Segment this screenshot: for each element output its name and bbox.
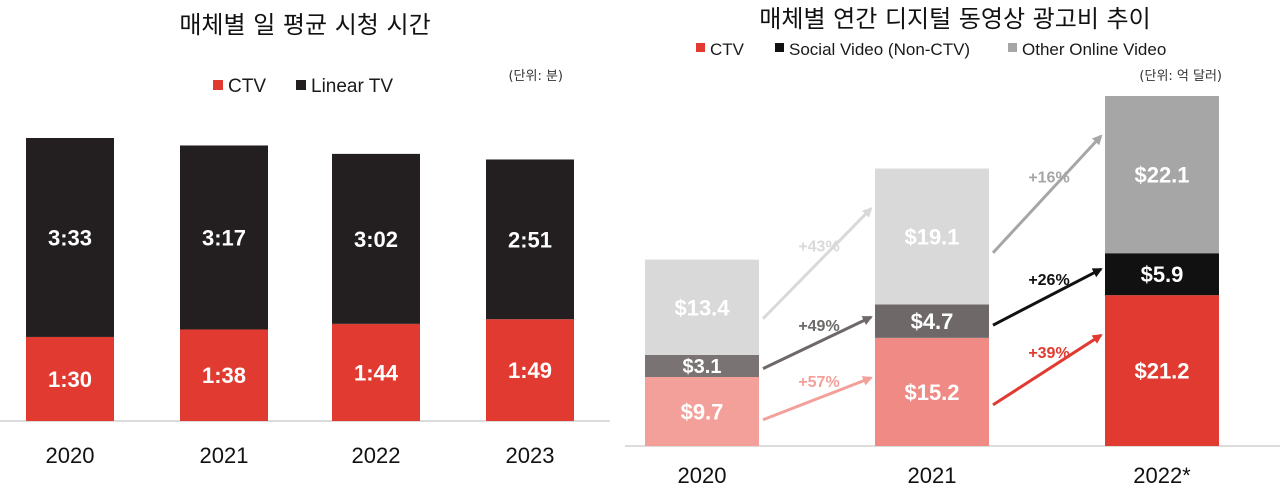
x-tick-2021: 2021 (908, 463, 957, 488)
x-tick-2021: 2021 (200, 443, 249, 468)
bar-label-ctv-2021: $15.2 (904, 380, 959, 405)
x-tick-2020: 2020 (46, 443, 95, 468)
left-bars: 1:30 3:33 1:38 3:17 1:44 3:02 1:49 2:51 (26, 138, 574, 421)
legend-label-other-online-video: Other Online Video (1022, 40, 1166, 59)
legend-label-social-video: Social Video (Non-CTV) (789, 40, 970, 59)
bar-label-ctv-2022: $21.2 (1134, 359, 1189, 384)
bar-linear-tv-2022 (332, 153, 420, 324)
right-chart-title: 매체별 연간 디지털 동영상 광고비 추이 (759, 5, 1150, 33)
growth-arrow-other-online-video-2022 (991, 134, 1103, 254)
growth-arrow-ctv-2022 (992, 333, 1103, 407)
growth-arrow-ctv-2021 (762, 376, 873, 422)
bar-label-linear-tv-2023: 2:51 (508, 227, 552, 252)
bar-label-social-video-non-ctv-2022: $5.9 (1141, 262, 1184, 287)
bar-ctv-2021 (180, 329, 268, 421)
growth-label-ctv-2021: +57% (798, 374, 839, 391)
legend-swatch-ctv-right (696, 43, 705, 52)
bar-social-video-non-ctv-2020 (645, 354, 759, 377)
right-bars: $9.7 $3.1 $13.4 $15.2 $4.7 $19.1 $21.2 $5.9 $22.… (645, 96, 1219, 446)
left-legend: CTV Linear TV (213, 76, 393, 97)
legend-label-ctv: CTV (228, 76, 266, 97)
bar-label-ctv-2020: $9.7 (681, 399, 724, 424)
left-category-labels: 2020 2021 2022 2023 (46, 443, 555, 468)
legend-label-ctv-right: CTV (710, 40, 745, 59)
growth-label-social-video-non-ctv-2022: +26% (1028, 272, 1069, 289)
legend-label-linear-tv: Linear TV (311, 76, 393, 97)
bar-social-video-non-ctv-2021 (875, 304, 989, 338)
bar-label-linear-tv-2021: 3:17 (202, 225, 246, 250)
bar-label-ctv-2022: 1:44 (354, 360, 399, 385)
bar-other-online-video-2021 (875, 168, 989, 305)
bar-label-social-video-non-ctv-2021: $4.7 (911, 309, 954, 334)
legend-swatch-linear-tv (296, 80, 306, 90)
x-tick-2020: 2020 (678, 463, 727, 488)
growth-arrow-social-video-non-ctv-2022 (992, 267, 1103, 327)
right-unit-label: (단위: 억 달러) (1139, 69, 1222, 84)
growth-arrow-social-video-non-ctv-2021 (762, 315, 873, 370)
left-unit-label: (단위: 분) (508, 69, 563, 84)
x-tick-2022: 2022* (1133, 463, 1191, 488)
bar-linear-tv-2020 (26, 138, 114, 337)
bar-ctv-2021 (875, 337, 989, 446)
bar-ctv-2020 (645, 376, 759, 446)
growth-label-other-online-video-2022: +16% (1028, 169, 1069, 186)
bar-label-other-online-video-2020: $13.4 (674, 295, 730, 320)
x-tick-2022: 2022 (352, 443, 401, 468)
bar-label-ctv-2021: 1:38 (202, 363, 246, 388)
bar-label-ctv-2023: 1:49 (508, 358, 552, 383)
bar-ctv-2022 (332, 323, 420, 421)
left-chart-title: 매체별 일 평균 시청 시간 (179, 11, 430, 39)
bar-ctv-2023 (486, 319, 574, 421)
legend-swatch-ctv (213, 80, 223, 90)
bar-label-linear-tv-2020: 3:33 (48, 225, 92, 250)
bar-social-video-non-ctv-2022 (1105, 253, 1219, 296)
bar-label-linear-tv-2022: 3:02 (354, 227, 398, 252)
growth-label-social-video-non-ctv-2021: +49% (798, 318, 839, 335)
x-tick-2023: 2023 (506, 443, 555, 468)
bar-other-online-video-2020 (645, 259, 759, 355)
legend-swatch-other-online-video (1008, 43, 1017, 52)
bar-label-other-online-video-2021: $19.1 (904, 224, 959, 249)
bar-label-ctv-2020: 1:30 (48, 367, 92, 392)
growth-label-other-online-video-2021: +43% (798, 239, 839, 256)
bar-linear-tv-2023 (486, 159, 574, 320)
growth-label-ctv-2022: +39% (1028, 345, 1069, 362)
growth-arrow-other-online-video-2021 (761, 207, 873, 320)
right-legend: CTV Social Video (Non-CTV) Other Online … (696, 40, 1166, 59)
bar-label-social-video-non-ctv-2020: $3.1 (683, 356, 722, 378)
bar-ctv-2020 (26, 336, 114, 421)
right-growth-arrows: +43% +49% +57% +16% +26% +39% (761, 134, 1103, 422)
bar-linear-tv-2021 (180, 145, 268, 330)
bar-other-online-video-2022 (1105, 96, 1219, 254)
right-category-labels: 2020 2021 2022* (678, 463, 1192, 488)
legend-swatch-social-video (775, 43, 784, 52)
bar-ctv-2022 (1105, 295, 1219, 446)
bar-label-other-online-video-2022: $22.1 (1134, 163, 1189, 188)
